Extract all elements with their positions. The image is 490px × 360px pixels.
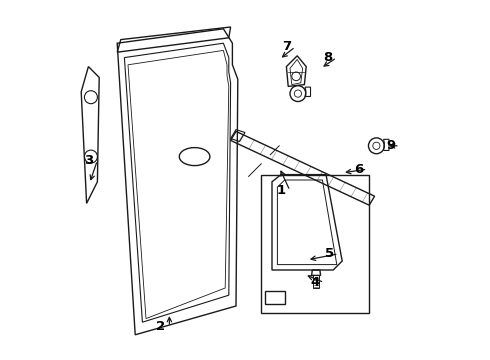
Text: 1: 1: [276, 184, 286, 197]
Text: 6: 6: [354, 163, 363, 176]
Text: 5: 5: [325, 247, 334, 260]
Text: 2: 2: [156, 320, 165, 333]
Text: 4: 4: [311, 276, 320, 289]
Text: 8: 8: [323, 51, 332, 64]
Text: 7: 7: [282, 40, 291, 53]
Text: 9: 9: [386, 139, 395, 152]
Text: 3: 3: [84, 154, 93, 167]
